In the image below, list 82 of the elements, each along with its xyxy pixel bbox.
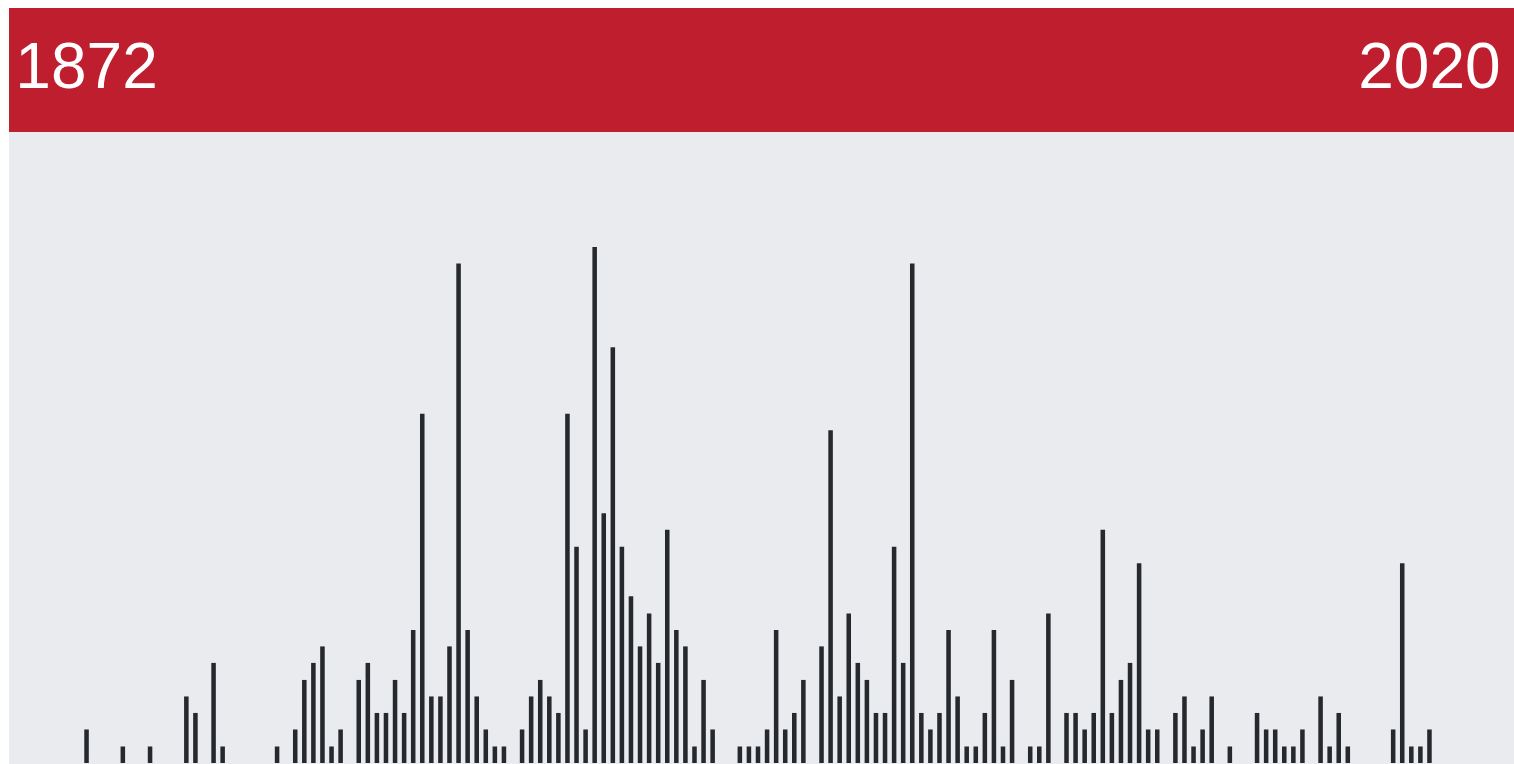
bar (429, 696, 434, 763)
bar (710, 729, 715, 763)
bar (692, 746, 697, 763)
bar (1173, 712, 1178, 763)
bar (193, 712, 198, 763)
bar (438, 696, 443, 763)
bar (973, 746, 979, 763)
bar (919, 712, 924, 763)
bar (1091, 712, 1096, 763)
bar (420, 413, 425, 763)
bar (1227, 746, 1233, 763)
bar (1082, 729, 1087, 763)
bar (556, 712, 561, 763)
bar (737, 746, 743, 763)
bar (746, 746, 752, 763)
bar (356, 679, 362, 763)
x-tick-label: 1872 (15, 30, 158, 102)
bar (701, 679, 706, 763)
bar (755, 746, 761, 763)
bar (447, 646, 452, 763)
bar (565, 413, 570, 763)
bar (1073, 712, 1078, 763)
bar (964, 746, 969, 763)
bar (601, 513, 607, 763)
bar (302, 679, 307, 763)
bar (320, 646, 325, 763)
bar (184, 696, 189, 763)
bar (120, 746, 126, 763)
bar (837, 696, 842, 763)
bar (1209, 696, 1214, 763)
bar (909, 263, 915, 763)
bar (955, 696, 960, 763)
bar (828, 430, 833, 763)
bar (329, 746, 334, 763)
bar (1300, 729, 1305, 763)
bar (1318, 696, 1323, 763)
bar (819, 646, 824, 763)
bar (338, 729, 343, 763)
bar (928, 729, 933, 763)
bar (501, 746, 507, 763)
bar (792, 712, 797, 763)
bar (846, 613, 852, 763)
bar (147, 746, 153, 763)
bar (1046, 613, 1051, 763)
bar (683, 646, 688, 763)
bar (1427, 729, 1432, 763)
bar (574, 546, 579, 763)
bar (1291, 746, 1296, 763)
bar (465, 629, 470, 763)
bar (664, 529, 670, 763)
bar (220, 746, 225, 763)
bar (1409, 746, 1414, 763)
bar (1154, 729, 1160, 763)
bar (292, 729, 298, 763)
bar (1200, 729, 1205, 763)
bar (1345, 746, 1351, 763)
bar (1282, 746, 1287, 763)
bar (1191, 746, 1196, 763)
bar (84, 729, 89, 763)
bar (1027, 746, 1033, 763)
bar (456, 263, 461, 763)
bar (1037, 746, 1042, 763)
bar (801, 679, 806, 763)
bar (474, 696, 479, 763)
bar (1064, 712, 1069, 763)
bar (1327, 746, 1332, 763)
bar (274, 746, 280, 763)
bar (937, 712, 942, 763)
bar (492, 746, 498, 763)
bar (211, 662, 216, 763)
bar (592, 247, 597, 763)
bar (1182, 696, 1187, 763)
bar (1418, 746, 1423, 763)
bar (311, 662, 316, 763)
bar (1336, 712, 1341, 763)
bar (547, 696, 552, 763)
bar (946, 629, 951, 763)
x-tick-label: 2020 (1358, 30, 1501, 102)
bar (1000, 746, 1006, 763)
bar (674, 629, 679, 763)
bar (1399, 563, 1405, 763)
bar (583, 729, 588, 763)
